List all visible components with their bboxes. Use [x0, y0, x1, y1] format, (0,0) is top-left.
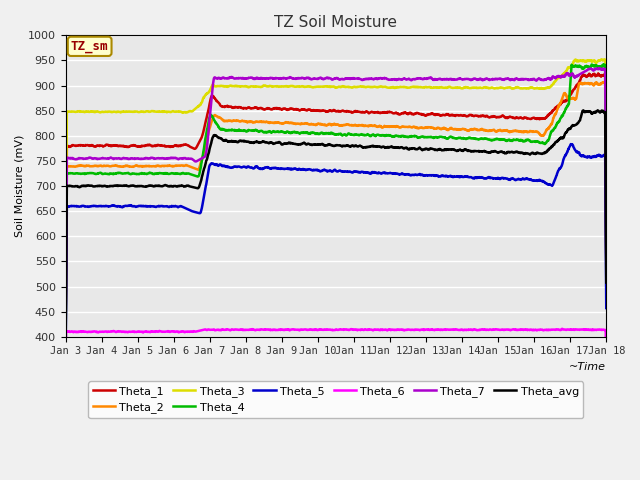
Theta_1 [61, 339, 69, 345]
Theta_7 [310, 76, 318, 82]
Theta_1 [488, 114, 495, 120]
Theta_avg [310, 142, 318, 147]
Theta_4 [602, 251, 610, 257]
Theta_avg [324, 142, 332, 147]
Theta_2 [324, 121, 332, 127]
Line: Theta_avg: Theta_avg [65, 110, 606, 361]
Theta_6 [310, 326, 318, 332]
Theta_4 [324, 130, 332, 136]
Theta_4 [587, 64, 595, 70]
Theta_3 [598, 57, 605, 62]
Theta_5 [587, 155, 595, 160]
Line: Theta_2: Theta_2 [65, 82, 606, 352]
Theta_5 [587, 155, 595, 160]
Theta_2 [488, 128, 495, 133]
Theta_3 [488, 85, 495, 91]
Theta_avg [598, 108, 605, 113]
Theta_1 [602, 256, 610, 262]
Theta_2 [61, 349, 69, 355]
Theta_2 [601, 79, 609, 85]
Theta_6 [587, 327, 595, 333]
Theta_6 [602, 410, 610, 416]
X-axis label: ~Time: ~Time [569, 362, 606, 372]
Line: Theta_6: Theta_6 [65, 329, 606, 414]
Theta_avg [587, 109, 595, 115]
Theta_4 [488, 137, 495, 143]
Theta_7 [586, 66, 594, 72]
Theta_1 [587, 73, 595, 79]
Theta_2 [602, 262, 610, 267]
Theta_6 [488, 327, 495, 333]
Theta_5 [602, 305, 610, 311]
Theta_5 [61, 369, 69, 375]
Theta_5 [488, 175, 495, 180]
Theta_4 [61, 353, 69, 359]
Theta_5 [310, 168, 318, 173]
Title: TZ Soil Moisture: TZ Soil Moisture [275, 15, 397, 30]
Theta_5 [324, 168, 332, 174]
Theta_6 [587, 327, 595, 333]
Theta_3 [61, 322, 69, 327]
Line: Theta_5: Theta_5 [65, 144, 606, 372]
Theta_4 [89, 170, 97, 176]
Line: Theta_4: Theta_4 [65, 64, 606, 356]
Theta_avg [602, 280, 610, 286]
Theta_7 [596, 65, 604, 71]
Theta_3 [586, 58, 594, 63]
Theta_avg [488, 149, 495, 155]
Theta_6 [324, 327, 332, 333]
Theta_1 [324, 108, 332, 114]
Theta_1 [586, 72, 594, 78]
Theta_1 [310, 108, 318, 113]
Theta_7 [587, 66, 595, 72]
Theta_avg [89, 183, 97, 189]
Theta_3 [310, 84, 318, 90]
Theta_7 [324, 75, 332, 81]
Line: Theta_1: Theta_1 [65, 73, 606, 342]
Theta_5 [567, 141, 575, 147]
Theta_4 [600, 61, 607, 67]
Theta_6 [61, 411, 69, 417]
Line: Theta_3: Theta_3 [65, 60, 606, 324]
Theta_7 [61, 345, 69, 351]
Legend: Theta_1, Theta_2, Theta_3, Theta_4, Theta_5, Theta_6, Theta_7, Theta_avg: Theta_1, Theta_2, Theta_3, Theta_4, Thet… [88, 382, 584, 418]
Theta_5 [89, 203, 97, 209]
Theta_4 [310, 130, 318, 136]
Theta_avg [61, 359, 69, 364]
Theta_3 [602, 248, 610, 254]
Theta_7 [602, 254, 610, 260]
Theta_2 [89, 163, 97, 169]
Theta_2 [586, 81, 594, 86]
Theta_3 [89, 108, 97, 114]
Theta_1 [595, 71, 602, 76]
Theta_6 [89, 329, 97, 335]
Theta_1 [89, 143, 97, 149]
Theta_4 [586, 64, 594, 70]
Line: Theta_7: Theta_7 [65, 68, 606, 348]
Theta_2 [587, 81, 595, 86]
Theta_2 [310, 121, 318, 127]
Text: TZ_sm: TZ_sm [71, 40, 108, 53]
Theta_avg [586, 108, 594, 114]
Theta_3 [587, 58, 595, 64]
Theta_7 [89, 156, 97, 162]
Y-axis label: Soil Moisture (mV): Soil Moisture (mV) [15, 135, 25, 237]
Theta_3 [324, 84, 332, 90]
Theta_6 [558, 326, 566, 332]
Theta_7 [488, 77, 495, 83]
